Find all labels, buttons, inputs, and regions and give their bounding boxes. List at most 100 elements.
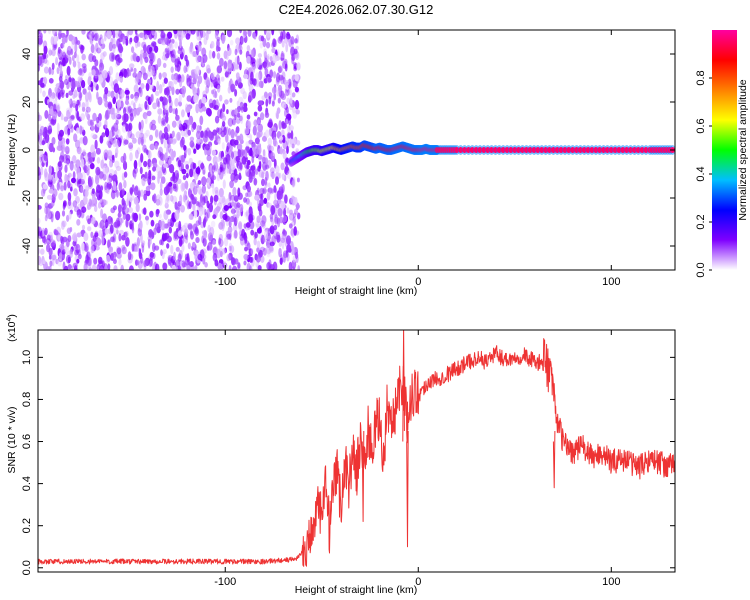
spectrogram-noise-blob bbox=[57, 170, 62, 180]
spectrogram-noise-blob bbox=[70, 157, 74, 165]
spectrogram-noise-blob bbox=[179, 194, 183, 204]
spectrogram-noise-blob bbox=[281, 173, 285, 181]
spectrogram-noise-blob bbox=[256, 247, 260, 253]
spectrogram-noise-blob bbox=[69, 160, 74, 171]
spectrogram-noise-blob bbox=[179, 124, 184, 131]
spectrogram-noise-blob bbox=[233, 216, 238, 227]
spectrogram-noise-blob bbox=[210, 72, 216, 80]
spectrogram-noise-blob bbox=[249, 265, 253, 270]
spectrogram-noise-blob bbox=[163, 210, 169, 221]
spectrogram-noise-blob bbox=[102, 51, 107, 57]
snr-y-ticks: 0.0 0.2 0.4 0.6 0.8 1.0 bbox=[21, 350, 675, 575]
spectrogram-noise-blob bbox=[233, 258, 239, 265]
spectrogram-noise-blob bbox=[205, 64, 211, 74]
spectrogram-noise-blob bbox=[291, 244, 295, 251]
spectrogram-noise-blob bbox=[239, 49, 243, 55]
spectrogram-noise-blob bbox=[101, 236, 105, 246]
spectrogram-noise-blob bbox=[118, 182, 123, 192]
spectrogram-noise-blob bbox=[200, 193, 204, 201]
spectrogram-noise-blob bbox=[40, 166, 44, 176]
spectrogram-noise-blob bbox=[137, 137, 142, 145]
spectrogram-noise-blob bbox=[173, 251, 176, 261]
spectrogram-noise-blob bbox=[117, 76, 124, 82]
spectrogram-noise-blob bbox=[162, 262, 168, 270]
spectrogram-noise-blob bbox=[151, 175, 156, 181]
spectrogram-noise-blob bbox=[207, 171, 211, 180]
spectrogram-noise-blob bbox=[282, 150, 287, 160]
spectrogram-noise-blob bbox=[107, 177, 112, 184]
spectrogram-noise-blob bbox=[144, 171, 148, 179]
spectrogram-noise-blob bbox=[133, 159, 138, 170]
spectrogram-y-ticks: -40 -20 0 20 40 bbox=[21, 48, 675, 254]
spectrogram-noise-blob bbox=[140, 49, 144, 55]
spectrogram-noise-blob bbox=[178, 101, 183, 107]
spectrogram-noise-blob bbox=[230, 172, 235, 182]
spectrogram-noise-blob bbox=[212, 88, 217, 98]
spectrogram-noise-blob bbox=[58, 75, 63, 83]
spectrogram-noise-blob bbox=[65, 92, 69, 99]
spectrogram-noise-blob bbox=[267, 77, 272, 83]
spectrogram-noise-blob bbox=[43, 66, 49, 74]
spectrogram-noise-blob bbox=[287, 139, 292, 149]
spectrogram-noise-blob bbox=[279, 257, 283, 265]
spectrogram-noise-blob bbox=[132, 72, 137, 78]
spectrogram-noise-blob bbox=[218, 187, 224, 198]
chart-title: C2E4.2026.062.07.30.G12 bbox=[279, 2, 434, 17]
spectrogram-noise-blob bbox=[289, 95, 293, 105]
spectrogram-noise-blob bbox=[58, 252, 63, 262]
spectrogram-noise-blob bbox=[38, 230, 43, 240]
spectrogram-noise-blob bbox=[206, 245, 210, 251]
spectrogram-noise-blob bbox=[188, 45, 194, 55]
spectrogram-noise-blob bbox=[38, 30, 41, 35]
spectrogram-noise-blob bbox=[266, 53, 270, 61]
spectrogram-noise-blob bbox=[235, 213, 239, 222]
spectrogram-noise-blob bbox=[54, 93, 58, 101]
spectrogram-noise-blob bbox=[90, 244, 95, 254]
spectrogram-noise-blob bbox=[176, 131, 181, 141]
spectrogram-noise-blob bbox=[221, 120, 226, 127]
spectrogram-noise-blob bbox=[236, 105, 241, 113]
spectrogram-noise-blob bbox=[140, 153, 144, 163]
spectrogram-noise-blob bbox=[112, 43, 117, 49]
spectrogram-noise-blob bbox=[87, 204, 90, 211]
spectrogram-noise-blob bbox=[185, 180, 189, 191]
spectrogram-noise-blob bbox=[265, 98, 269, 107]
spectrogram-noise-blob bbox=[235, 155, 241, 163]
spectrogram-noise-blob bbox=[62, 261, 66, 270]
spectrogram-noise-blob bbox=[168, 42, 174, 52]
spectrogram-noise-blob bbox=[122, 114, 127, 122]
spectrogram-noise-blob bbox=[199, 201, 203, 209]
spectrogram-noise-blob bbox=[214, 133, 218, 143]
x-tick-label: 100 bbox=[602, 276, 620, 288]
spectrogram-noise-blob bbox=[48, 173, 52, 181]
spectrogram-noise-blob bbox=[117, 57, 123, 63]
spectrogram-noise-blob bbox=[190, 231, 194, 240]
spectrogram-noise-blob bbox=[95, 173, 100, 181]
spectrogram-x-ticks: -100 0 100 bbox=[214, 30, 620, 288]
spectrogram-noise-blob bbox=[263, 48, 267, 57]
spectrogram-noise-blob bbox=[263, 50, 267, 60]
spectrogram-noise-blob bbox=[129, 37, 133, 43]
spectrogram-noise-blob bbox=[273, 199, 278, 206]
spectrogram-noise-blob bbox=[113, 265, 118, 270]
spectrogram-noise-blob bbox=[60, 185, 64, 192]
spectrogram-noise-blob bbox=[42, 76, 48, 85]
spectrogram-noise-blob bbox=[213, 194, 219, 202]
spectrogram-noise-blob bbox=[83, 263, 88, 270]
spectrogram-noise-blob bbox=[75, 103, 79, 112]
x-tick-label: 0 bbox=[415, 276, 421, 288]
spectrogram-noise-blob bbox=[65, 238, 70, 248]
spectrogram-noise-blob bbox=[143, 160, 148, 168]
spectrogram-noise-blob bbox=[274, 214, 279, 223]
spectrogram-noise-blob bbox=[112, 174, 118, 183]
spectrogram-noise-blob bbox=[272, 38, 276, 48]
spectrogram-noise-blob bbox=[215, 248, 222, 259]
spectrogram-noise-blob bbox=[182, 174, 187, 181]
spectrogram-noise-blob bbox=[43, 151, 49, 162]
spectrogram-noise-blob bbox=[185, 164, 189, 170]
spectrogram-noise-blob bbox=[103, 263, 108, 270]
spectrogram-noise-blob bbox=[61, 210, 66, 217]
spectrogram-noise-blob bbox=[85, 254, 90, 264]
spectrogram-noise-blob bbox=[50, 119, 54, 125]
spectrogram-noise-blob bbox=[271, 30, 275, 36]
